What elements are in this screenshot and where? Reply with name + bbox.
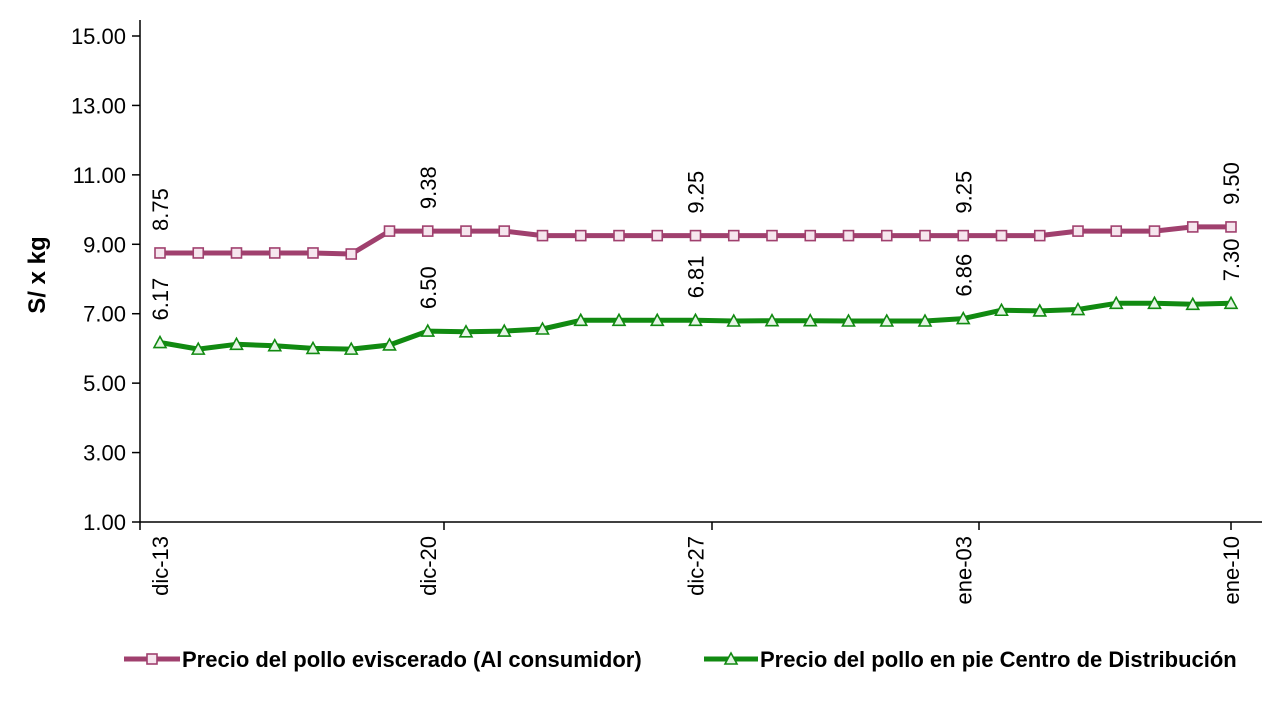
data-point bbox=[460, 225, 472, 237]
y-tick-label: 15.00 bbox=[71, 24, 126, 49]
series-line bbox=[157, 300, 1234, 352]
data-point bbox=[1225, 221, 1237, 233]
data-point bbox=[192, 247, 205, 259]
y-tick-label: 7.00 bbox=[83, 302, 126, 327]
data-point bbox=[879, 313, 895, 327]
data-point bbox=[955, 310, 971, 325]
data-point bbox=[498, 225, 511, 237]
data-point bbox=[766, 229, 778, 242]
data-point bbox=[535, 321, 550, 335]
data-point bbox=[689, 229, 702, 242]
data-point bbox=[229, 336, 244, 351]
data-point bbox=[726, 313, 742, 327]
legend-label: Precio del pollo eviscerado (Al consumid… bbox=[182, 647, 642, 672]
data-label: 6.81 bbox=[684, 255, 709, 298]
series-layer bbox=[152, 221, 1239, 355]
data-label: 6.17 bbox=[148, 278, 173, 321]
data-label: 6.86 bbox=[951, 254, 976, 297]
y-tick-label: 13.00 bbox=[71, 93, 126, 118]
x-tick-label: dic-20 bbox=[416, 536, 441, 596]
data-label: 9.50 bbox=[1219, 162, 1244, 205]
data-point bbox=[995, 229, 1008, 242]
data-point bbox=[957, 229, 970, 242]
data-point bbox=[383, 225, 396, 237]
data-label: 9.38 bbox=[416, 166, 441, 209]
data-label: 9.25 bbox=[951, 171, 976, 214]
data-point bbox=[919, 229, 931, 242]
data-point bbox=[154, 247, 166, 259]
data-point bbox=[802, 312, 818, 327]
legend: Precio del pollo eviscerado (Al consumid… bbox=[124, 647, 1237, 672]
y-tick-label: 5.00 bbox=[83, 371, 126, 396]
data-point bbox=[230, 247, 243, 259]
data-point bbox=[307, 247, 319, 259]
data-point bbox=[611, 312, 627, 327]
data-point bbox=[536, 229, 549, 242]
data-labels-layer: 8.75 9.38 9.25 9.25 9.50 6.17 6.50 6.81 6.86 7.30 bbox=[148, 162, 1244, 320]
data-point bbox=[421, 225, 434, 237]
data-point bbox=[1148, 225, 1161, 237]
x-tick-label: dic-27 bbox=[684, 536, 709, 596]
data-label: 7.30 bbox=[1219, 238, 1244, 281]
data-point bbox=[764, 312, 780, 327]
data-label: 9.25 bbox=[684, 171, 709, 214]
x-axis: dic-13 dic-20 dic-27 ene-03 ene-10 bbox=[139, 521, 1262, 605]
data-point bbox=[420, 323, 436, 337]
y-axis: 1.00 3.00 5.00 7.00 9.00 11.00 13.00 15.00 bbox=[71, 20, 141, 535]
y-tick-label: 1.00 bbox=[83, 510, 126, 535]
legend-marker bbox=[723, 651, 739, 665]
data-point bbox=[573, 312, 589, 327]
data-point bbox=[496, 323, 512, 337]
data-point bbox=[1186, 221, 1199, 233]
data-point bbox=[804, 229, 817, 242]
data-point bbox=[649, 312, 665, 327]
data-point bbox=[190, 341, 206, 355]
y-tick-label: 9.00 bbox=[83, 232, 126, 257]
y-tick-label: 11.00 bbox=[73, 163, 126, 188]
data-point bbox=[1033, 229, 1046, 242]
data-point bbox=[994, 302, 1009, 317]
data-point bbox=[727, 229, 740, 242]
data-point bbox=[382, 337, 397, 351]
data-point bbox=[917, 313, 933, 327]
data-point bbox=[343, 341, 359, 355]
data-point bbox=[1185, 296, 1201, 311]
data-point bbox=[1108, 295, 1124, 310]
data-point bbox=[268, 247, 281, 259]
data-label: 6.50 bbox=[416, 266, 441, 309]
data-point bbox=[267, 337, 283, 352]
data-point bbox=[613, 229, 625, 242]
legend-label: Precio del pollo en pie Centro de Distri… bbox=[760, 647, 1237, 672]
data-point bbox=[651, 229, 664, 242]
data-point bbox=[574, 229, 587, 242]
data-point bbox=[1147, 295, 1162, 310]
data-point bbox=[1223, 295, 1239, 310]
x-tick-label: dic-13 bbox=[148, 536, 173, 596]
data-point bbox=[841, 313, 856, 327]
data-point bbox=[1070, 301, 1086, 316]
legend-marker bbox=[146, 653, 158, 665]
data-point bbox=[1032, 303, 1048, 317]
data-point bbox=[1110, 225, 1123, 237]
data-point bbox=[688, 312, 703, 327]
data-point bbox=[458, 324, 474, 338]
data-point bbox=[842, 229, 855, 242]
x-tick-label: ene-10 bbox=[1219, 536, 1244, 605]
data-point bbox=[880, 229, 893, 242]
data-label: 8.75 bbox=[148, 188, 173, 231]
data-point bbox=[345, 248, 358, 260]
y-axis-title: S/ x kg bbox=[24, 236, 51, 313]
y-tick-label: 3.00 bbox=[83, 441, 126, 466]
data-point bbox=[1072, 225, 1084, 237]
data-point bbox=[305, 340, 321, 355]
x-tick-label: ene-03 bbox=[951, 536, 976, 605]
data-point bbox=[152, 334, 168, 349]
